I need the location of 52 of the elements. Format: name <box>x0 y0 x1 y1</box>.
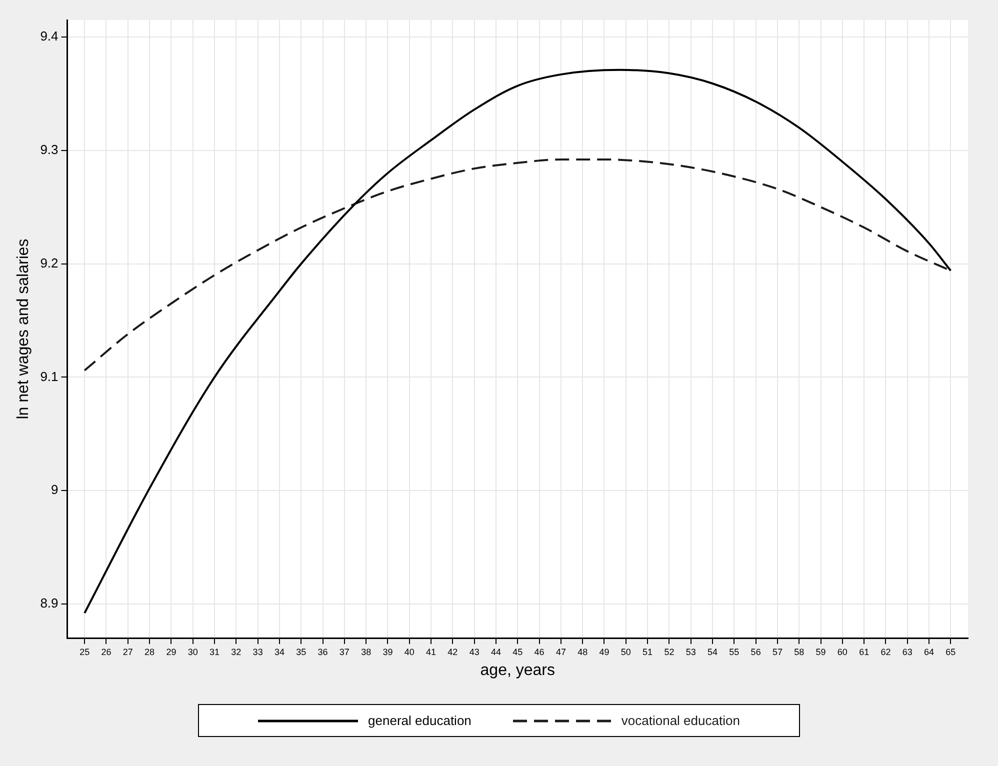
x-tick-label: 37 <box>339 646 350 657</box>
x-tick-label: 41 <box>426 646 436 657</box>
text: general education <box>368 713 472 728</box>
x-tick-label: 32 <box>231 646 242 657</box>
y-tick-label: 9.4 <box>40 28 58 44</box>
x-tick-label: 38 <box>361 646 372 657</box>
x-tick-label: 44 <box>490 646 501 657</box>
y-tick-label: 9.2 <box>40 255 58 270</box>
x-tick-label: 52 <box>664 646 674 657</box>
x-tick-label: 56 <box>750 646 761 657</box>
y-tick-label: 9 <box>51 482 58 498</box>
x-tick-label: 61 <box>859 646 870 657</box>
x-tick-label: 31 <box>210 646 220 657</box>
x-tick-label: 42 <box>448 646 458 657</box>
x-tick-label: 60 <box>837 646 848 657</box>
x-tick-label: 39 <box>382 646 393 657</box>
x-tick-label: 36 <box>318 646 328 657</box>
x-tick-label: 59 <box>816 646 826 657</box>
x-tick-label: 65 <box>946 646 956 657</box>
x-tick-label: 54 <box>707 646 718 657</box>
x-tick-label: 49 <box>599 646 610 657</box>
x-tick-label: 29 <box>166 646 176 657</box>
x-tick-label: 27 <box>122 646 133 657</box>
line-series <box>84 68 952 614</box>
y-tick-label: 8.9 <box>40 596 58 611</box>
x-tick-label: 30 <box>188 646 198 657</box>
y-tick-label: 9.1 <box>40 368 58 384</box>
text: vocational education <box>621 713 740 728</box>
x-tick-label: 64 <box>924 646 934 657</box>
x-tick-label: 57 <box>772 646 782 657</box>
y-tick-label: 9.3 <box>40 142 58 157</box>
x-tick-label: 63 <box>902 646 912 657</box>
y-axis-title: ln net wages and salaries <box>15 238 32 420</box>
x-tick-label: 50 <box>620 646 631 657</box>
x-tick-label: 46 <box>534 646 544 657</box>
x-tick-label: 35 <box>296 646 306 657</box>
x-tick-label: 47 <box>556 646 566 657</box>
x-tick-label: 53 <box>686 646 696 657</box>
x-tick-label: 25 <box>80 646 90 657</box>
x-tick-label: 40 <box>404 646 414 657</box>
x-tick-label: 45 <box>512 646 523 657</box>
x-tick-label: 58 <box>794 646 804 657</box>
x-tick-label: 55 <box>729 646 740 657</box>
x-tick-label: 51 <box>642 646 653 657</box>
x-tick-label: 34 <box>274 646 284 657</box>
x-tick-label: 62 <box>880 646 891 657</box>
x-axis-title: age, years <box>480 662 555 679</box>
x-tick-label: 48 <box>578 646 588 657</box>
x-tick-label: 26 <box>101 646 112 657</box>
x-tick-label: 33 <box>252 646 263 657</box>
x-tick-label: 28 <box>144 646 155 657</box>
x-tick-label: 43 <box>469 646 480 657</box>
